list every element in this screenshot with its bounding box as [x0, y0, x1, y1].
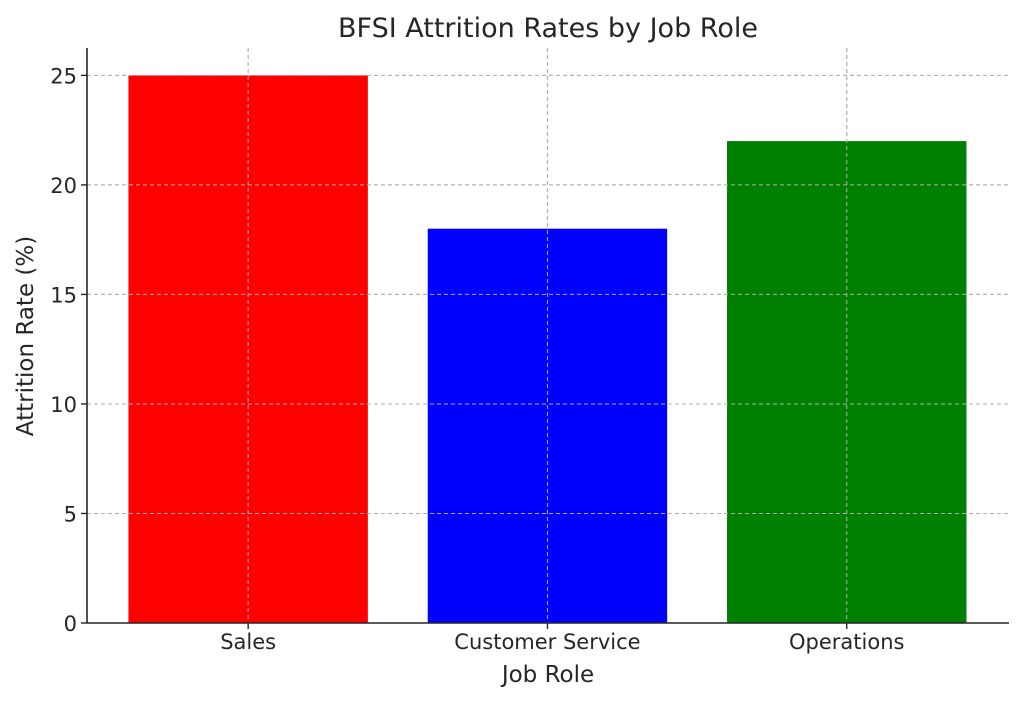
bars — [87, 48, 1009, 624]
y-tick-label: 15 — [50, 283, 77, 307]
y-tick-label: 25 — [50, 64, 77, 88]
bar-operations — [727, 141, 967, 623]
x-tick-label: Sales — [220, 630, 276, 654]
y-tick-label: 0 — [64, 612, 77, 636]
y-tick-label: 20 — [50, 174, 77, 198]
chart-title: BFSI Attrition Rates by Job Role — [338, 13, 758, 44]
y-tick-label: 10 — [50, 393, 77, 417]
y-tick-label: 5 — [64, 502, 77, 526]
x-axis-ticks: Sales Customer Service Operations — [220, 623, 904, 654]
y-axis-label: Attrition Rate (%) — [13, 236, 39, 436]
x-axis-label: Job Role — [500, 662, 594, 688]
x-tick-label: Operations — [789, 630, 904, 654]
x-tick-label: Customer Service — [454, 630, 640, 654]
y-axis-ticks: 0 5 10 15 20 25 — [50, 64, 87, 636]
